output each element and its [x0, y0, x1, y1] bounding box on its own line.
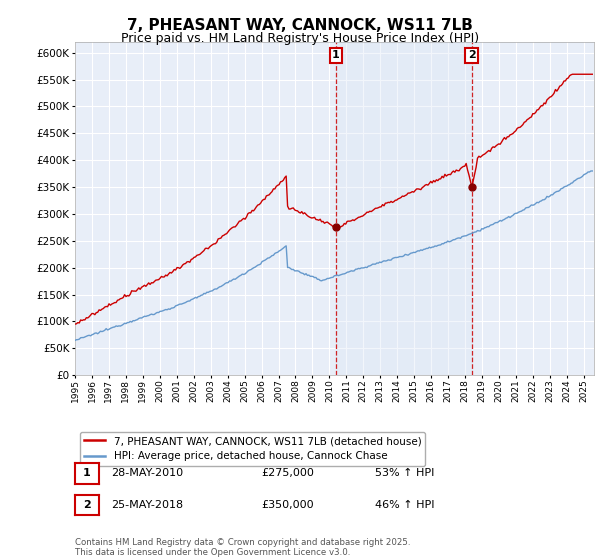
- Text: £275,000: £275,000: [261, 468, 314, 478]
- Bar: [336, 42, 472, 375]
- Text: 1: 1: [83, 468, 91, 478]
- Text: 2: 2: [83, 500, 91, 510]
- Text: 2: 2: [467, 50, 475, 60]
- Legend: 7, PHEASANT WAY, CANNOCK, WS11 7LB (detached house), HPI: Average price, detache: 7, PHEASANT WAY, CANNOCK, WS11 7LB (deta…: [80, 432, 425, 465]
- Text: Contains HM Land Registry data © Crown copyright and database right 2025.
This d: Contains HM Land Registry data © Crown c…: [75, 538, 410, 557]
- Text: 25-MAY-2018: 25-MAY-2018: [111, 500, 183, 510]
- Text: 7, PHEASANT WAY, CANNOCK, WS11 7LB: 7, PHEASANT WAY, CANNOCK, WS11 7LB: [127, 18, 473, 33]
- Text: 1: 1: [332, 50, 340, 60]
- Text: 28-MAY-2010: 28-MAY-2010: [111, 468, 183, 478]
- Text: Price paid vs. HM Land Registry's House Price Index (HPI): Price paid vs. HM Land Registry's House …: [121, 32, 479, 45]
- Text: £350,000: £350,000: [261, 500, 314, 510]
- Text: 53% ↑ HPI: 53% ↑ HPI: [375, 468, 434, 478]
- Text: 46% ↑ HPI: 46% ↑ HPI: [375, 500, 434, 510]
